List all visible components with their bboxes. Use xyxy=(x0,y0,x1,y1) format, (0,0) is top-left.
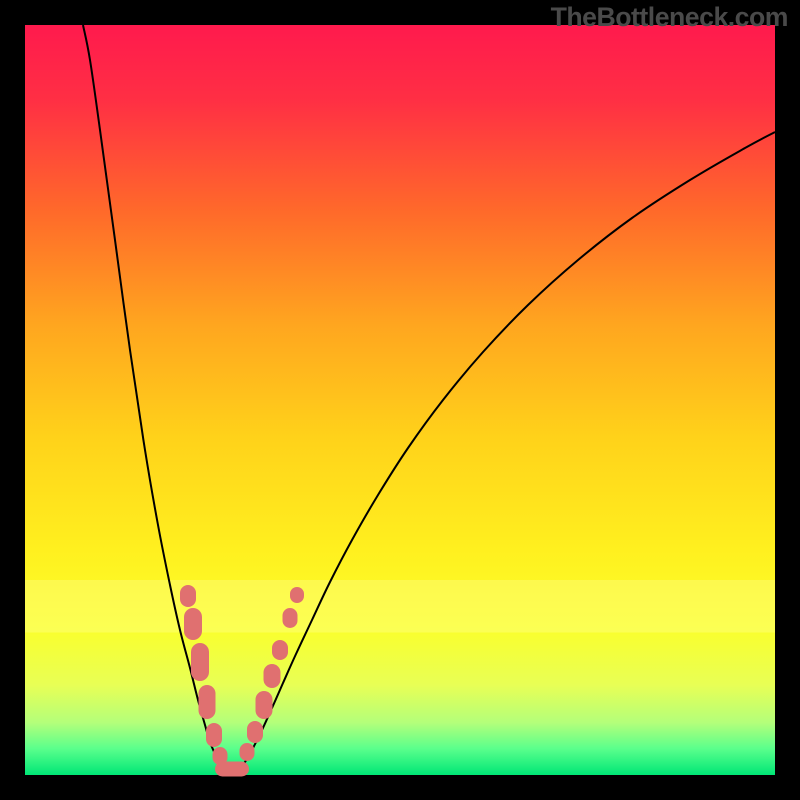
marker-dot xyxy=(184,608,202,640)
chart-svg xyxy=(0,0,800,800)
marker-dot xyxy=(191,643,209,681)
marker-dot xyxy=(272,640,288,660)
marker-dot xyxy=(256,691,273,719)
marker-dot xyxy=(240,743,255,761)
marker-dot xyxy=(199,685,216,719)
marker-dot xyxy=(290,587,304,603)
marker-dot xyxy=(264,664,281,688)
marker-dot xyxy=(247,721,263,743)
chart-frame: TheBottleneck.com xyxy=(0,0,800,800)
marker-dot xyxy=(180,585,196,607)
marker-dot xyxy=(283,608,298,628)
watermark-text: TheBottleneck.com xyxy=(551,2,788,33)
marker-dot xyxy=(206,723,222,747)
marker-dot xyxy=(215,762,249,777)
highlight-band xyxy=(25,580,775,633)
